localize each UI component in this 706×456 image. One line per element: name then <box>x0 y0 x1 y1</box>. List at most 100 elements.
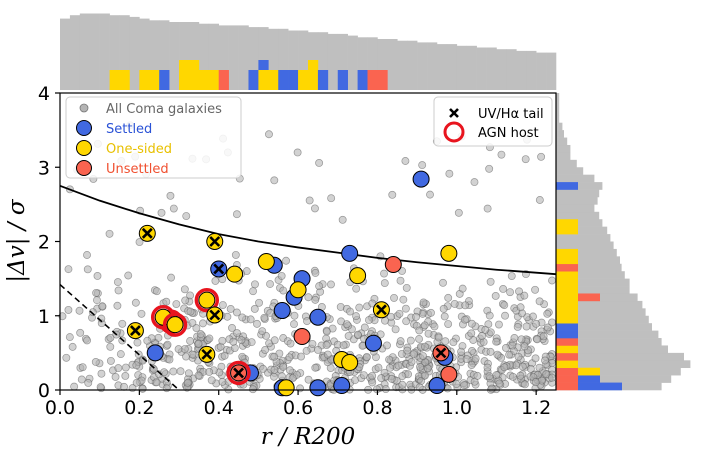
galaxy-point <box>78 363 87 372</box>
tail-cross-stroke <box>435 347 447 359</box>
markers <box>126 170 458 397</box>
dashed-line <box>59 283 180 391</box>
galaxy-point <box>500 301 509 310</box>
galaxy-point <box>473 371 482 380</box>
galaxy-point <box>352 312 361 321</box>
galaxy-point <box>327 280 335 289</box>
galaxy-point <box>515 287 523 296</box>
top-hist-bar <box>446 44 458 90</box>
galaxy-point <box>188 350 197 359</box>
galaxy-point <box>462 355 471 364</box>
galaxy-point <box>495 379 504 388</box>
agn-ring <box>194 287 220 313</box>
galaxy-point <box>483 363 492 372</box>
galaxy-point <box>362 352 371 361</box>
top-hist-segment <box>208 70 220 90</box>
galaxy-point <box>526 364 535 373</box>
galaxy-point <box>220 351 229 360</box>
galaxy-point <box>68 342 77 351</box>
galaxy-point <box>233 329 241 338</box>
top-hist-bar <box>60 18 71 91</box>
galaxy-point <box>113 278 122 287</box>
tail-cross-stroke <box>233 367 244 379</box>
tail-cross-stroke <box>141 227 153 239</box>
top-hist-bar <box>417 42 428 90</box>
unsettled-point <box>384 256 402 274</box>
settled-point <box>364 334 382 352</box>
top-hist-bar <box>427 42 438 90</box>
y-tick-label: 3 <box>38 157 50 179</box>
galaxy-point <box>385 355 394 364</box>
right-hist-segment <box>556 300 578 309</box>
galaxy-point <box>174 345 183 354</box>
tail-cross <box>201 348 213 360</box>
right-hist-bar <box>556 330 659 339</box>
x-axis-title: r / R200 <box>261 424 356 450</box>
right-hist-segment <box>556 352 578 361</box>
galaxy-point <box>380 279 389 288</box>
galaxy-point <box>196 330 205 339</box>
galaxy-point <box>359 371 368 380</box>
one-sided-point <box>198 291 216 309</box>
galaxy-point <box>376 330 385 339</box>
galaxy-point <box>93 296 101 305</box>
top-hist-bar <box>436 44 448 90</box>
galaxy-point <box>258 327 267 336</box>
galaxy-point <box>205 334 214 343</box>
galaxy-point <box>395 309 404 318</box>
galaxy-point <box>246 315 255 324</box>
galaxy-point <box>229 337 238 346</box>
top-hist-bar <box>208 23 220 91</box>
galaxy-point <box>121 363 130 372</box>
right-hist-bar <box>556 219 603 227</box>
legend-label-agn: AGN host <box>478 126 539 141</box>
right-hist-bar <box>556 204 595 213</box>
right-hist-bar <box>556 286 630 294</box>
galaxy-point <box>401 304 410 313</box>
galaxy-point <box>368 378 377 387</box>
galaxy-point <box>481 325 490 334</box>
right-hist-bar <box>556 174 595 183</box>
galaxy-point <box>521 155 530 164</box>
galaxy-point <box>440 312 449 321</box>
right-hist-segment <box>556 308 578 317</box>
galaxy-point <box>491 292 500 300</box>
top-hist-bar <box>119 15 130 91</box>
galaxy-point <box>120 382 128 391</box>
galaxy-point <box>416 363 424 371</box>
galaxy-point <box>266 280 274 288</box>
x-tick-label: 0.8 <box>362 397 392 419</box>
top-hist-bar <box>238 25 249 90</box>
tail-cross <box>209 236 221 247</box>
top-hist-bar <box>278 28 289 90</box>
galaxy-point <box>415 326 424 335</box>
galaxy-point <box>548 373 556 382</box>
one-sided-point <box>341 354 359 372</box>
galaxy-point <box>467 319 476 328</box>
galaxy-point <box>64 305 73 314</box>
galaxy-point <box>535 196 544 204</box>
right-hist-bar <box>556 367 681 376</box>
y-tick-label: 2 <box>38 232 50 254</box>
right-hist-segment <box>556 256 578 265</box>
top-hist-segment <box>149 70 160 90</box>
galaxy-point <box>402 317 411 326</box>
right-hist-bar <box>556 308 646 317</box>
galaxy-point <box>522 322 531 331</box>
top-hist-bar <box>139 18 150 91</box>
galaxy-point <box>499 285 508 293</box>
galaxy-point <box>232 210 241 219</box>
top-hist-bar <box>337 33 348 90</box>
top-hist-bar <box>228 25 239 90</box>
galaxy-point <box>259 364 268 373</box>
top-hist-bar <box>198 23 210 91</box>
galaxy-point <box>458 284 467 293</box>
top-hist-segment <box>218 70 229 90</box>
galaxy-point <box>396 276 405 285</box>
galaxy-point <box>439 304 448 313</box>
galaxy-point <box>311 363 320 372</box>
galaxy-point <box>118 319 127 328</box>
galaxy-point <box>365 316 373 325</box>
galaxy-point <box>452 380 461 389</box>
galaxy-point <box>83 251 91 259</box>
